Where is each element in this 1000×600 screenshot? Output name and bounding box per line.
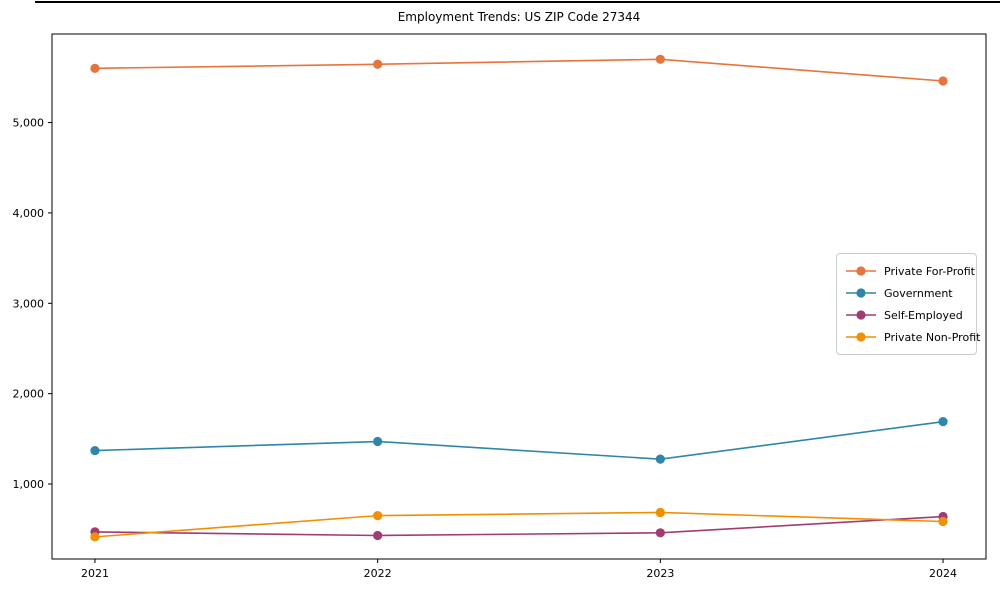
y-tick-label: 2,000 — [13, 388, 45, 401]
y-tick-label: 4,000 — [13, 207, 45, 220]
series-line-government — [94, 420, 944, 460]
data-point-government — [655, 454, 665, 464]
legend-label: Self-Employed — [884, 308, 963, 322]
legend-marker-icon — [846, 266, 876, 276]
series-line-self-employed — [94, 515, 944, 537]
series-line-private-non-profit — [94, 511, 944, 538]
data-point-government — [938, 417, 948, 427]
data-point-private-for-profit — [90, 63, 100, 73]
legend-item-private-non-profit: Private Non-Profit — [845, 326, 980, 348]
x-tick-label: 2021 — [81, 567, 109, 580]
data-point-self-employed — [373, 530, 383, 541]
legend-label: Government — [884, 286, 953, 300]
plot-area-border — [51, 33, 987, 560]
data-point-government — [373, 436, 383, 447]
y-tick-label: 3,000 — [13, 297, 45, 310]
x-tick-label: 2023 — [646, 567, 674, 580]
legend-marker-icon — [846, 310, 876, 320]
data-point-private-for-profit — [373, 59, 383, 69]
legend-marker-icon — [846, 288, 876, 298]
legend-item-private-for-profit: Private For-Profit — [845, 260, 975, 282]
data-point-government — [90, 445, 100, 456]
legend-item-government: Government — [845, 282, 968, 304]
data-point-private-for-profit — [938, 76, 948, 86]
legend-label: Private For-Profit — [884, 264, 975, 278]
series-line-private-for-profit — [94, 58, 944, 82]
legend: Private For-Profit Government Self-Employe… — [836, 253, 980, 355]
y-tick-label: 5,000 — [13, 117, 45, 130]
figure-top-border — [35, 1, 1000, 3]
x-tick-label: 2022 — [364, 567, 392, 580]
data-point-private-non-profit — [655, 507, 665, 518]
chart-title: Employment Trends: US ZIP Code 27344 — [397, 10, 641, 24]
legend-marker-icon — [846, 332, 876, 342]
legend-item-self-employed: Self-Employed — [845, 304, 968, 326]
data-point-private-non-profit — [90, 532, 100, 542]
data-point-private-for-profit — [655, 54, 665, 64]
data-point-private-non-profit — [938, 516, 948, 527]
y-tick-label: 1,000 — [13, 478, 45, 491]
legend-label: Private Non-Profit — [884, 330, 981, 344]
data-point-self-employed — [655, 528, 665, 538]
data-point-private-non-profit — [373, 511, 383, 521]
x-tick-label: 2024 — [929, 567, 957, 580]
